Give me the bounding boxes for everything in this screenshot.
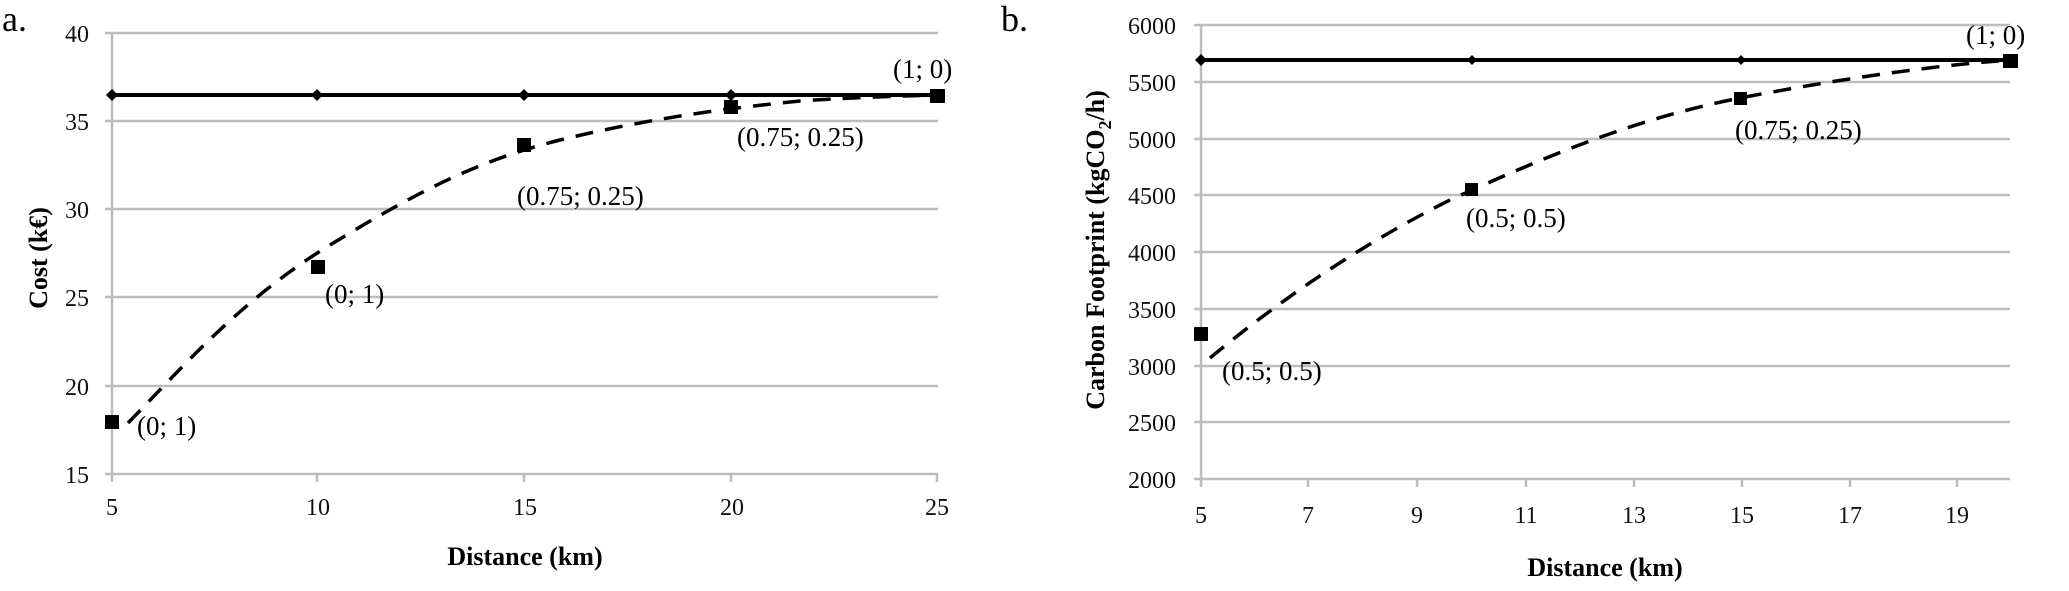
x-axis-title: Distance (km) [447, 542, 602, 571]
chart-a-dashed-series [105, 89, 945, 429]
point-label: (0; 1) [325, 279, 384, 309]
y-tick: 2500 [1128, 411, 1176, 437]
diamond-marker [725, 89, 737, 101]
chart-a-point-labels: (0; 1) (0; 1) (0.75; 0.25) (0.75; 0.25) … [137, 54, 952, 441]
square-marker [517, 138, 531, 152]
point-label: (0.5; 0.5) [1466, 203, 1566, 233]
point-label: (0.75; 0.25) [1735, 115, 1862, 145]
y-tick: 6000 [1128, 14, 1176, 40]
chart-b-dashed-series [1194, 54, 2018, 360]
point-label: (0.75; 0.25) [737, 122, 864, 152]
x-tick: 9 [1411, 503, 1423, 529]
x-tick: 19 [1945, 503, 1969, 529]
x-tick: 13 [1622, 503, 1646, 529]
square-marker [311, 260, 325, 274]
point-label: (1; 0) [893, 54, 952, 84]
chart-b-y-axis: 6000 5500 5000 4500 4000 3500 3000 2500 … [1081, 14, 1176, 494]
chart-a-y-axis: 40 35 30 25 20 15 Cost (k€) [24, 22, 89, 489]
x-tick: 20 [720, 495, 744, 521]
square-marker [1734, 92, 1747, 105]
diamond-marker [311, 89, 323, 101]
chart-a: a. 40 35 30 25 20 15 Cost (k€) 5 [2, 0, 952, 571]
chart-a-solid-series [106, 89, 937, 101]
point-label: (0.5; 0.5) [1222, 356, 1322, 386]
chart-b-x-axis: 5 7 9 11 13 15 17 19 Distance (km) [1195, 503, 1969, 582]
diamond-marker [518, 89, 530, 101]
x-tick: 17 [1838, 503, 1862, 529]
point-label: (0.75; 0.25) [517, 181, 644, 211]
y-tick: 15 [65, 463, 89, 489]
x-tick: 15 [1730, 503, 1754, 529]
square-marker [2003, 54, 2018, 68]
square-marker [105, 415, 119, 429]
y-tick: 4500 [1128, 184, 1176, 210]
square-marker [1194, 327, 1208, 341]
point-label: (1; 0) [1966, 20, 2025, 50]
square-marker [724, 100, 738, 114]
chart-b-solid-series [1195, 54, 2010, 66]
y-tick: 40 [65, 22, 89, 48]
chart-a-x-axis: 5 10 15 20 25 Distance (km) [106, 495, 949, 571]
y-tick: 2000 [1128, 468, 1176, 494]
chart-b-point-labels: (0.5; 0.5) (0.5; 0.5) (0.75; 0.25) (1; 0… [1222, 20, 2025, 386]
chart-b: b. 6000 5500 5000 4500 4 [1001, 0, 2025, 582]
y-tick: 25 [65, 286, 89, 312]
x-tick: 5 [1195, 503, 1207, 529]
diamond-marker [106, 89, 118, 101]
x-tick: 10 [306, 495, 330, 521]
x-axis-title: Distance (km) [1527, 553, 1682, 582]
panel-label-b: b. [1001, 0, 1028, 39]
y-tick: 20 [65, 375, 89, 401]
diamond-marker [1195, 54, 1207, 66]
diamond-marker [1736, 55, 1746, 65]
panel-label-a: a. [2, 0, 27, 39]
y-axis-title: Cost (k€) [24, 207, 53, 309]
chart-a-gridlines [105, 31, 939, 482]
x-tick: 7 [1302, 503, 1314, 529]
square-marker [1465, 183, 1478, 196]
square-marker [930, 89, 945, 103]
x-tick: 5 [106, 495, 118, 521]
diamond-marker [1467, 55, 1477, 65]
y-axis-title: Carbon Footprint (kgCO2/h) [1081, 90, 1115, 410]
point-label: (0; 1) [137, 411, 196, 441]
y-tick: 4000 [1128, 241, 1176, 267]
y-tick: 3500 [1128, 298, 1176, 324]
chart-b-gridlines [1194, 23, 2010, 487]
x-tick: 11 [1514, 503, 1537, 529]
y-tick: 5000 [1128, 128, 1176, 154]
x-tick: 25 [925, 495, 949, 521]
y-tick: 5500 [1128, 71, 1176, 97]
y-tick: 30 [65, 198, 89, 224]
y-tick: 3000 [1128, 355, 1176, 381]
x-tick: 15 [513, 495, 537, 521]
y-tick: 35 [65, 110, 89, 136]
